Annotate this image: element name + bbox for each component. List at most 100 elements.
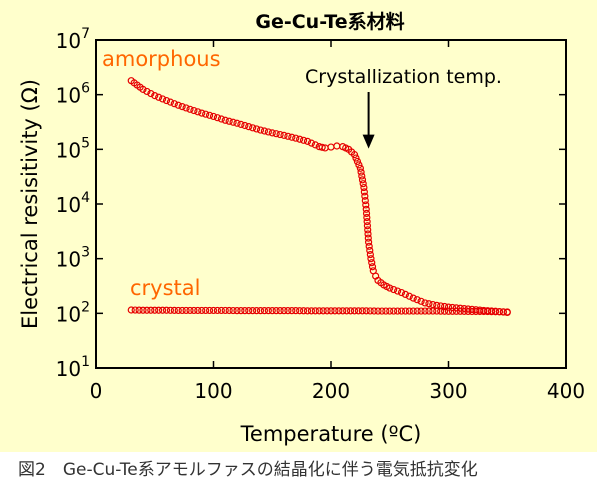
data-point <box>437 302 445 310</box>
data-point <box>174 101 182 109</box>
data-point <box>198 109 206 117</box>
data-point <box>182 104 190 112</box>
data-point <box>487 308 496 316</box>
data-point <box>158 306 167 314</box>
data-point <box>268 307 276 315</box>
data-point <box>357 168 365 176</box>
data-point <box>323 307 331 315</box>
x-tick-label-100: 100 <box>194 379 232 403</box>
data-point <box>170 100 178 108</box>
data-point <box>374 307 382 315</box>
x-tick-label-0: 0 <box>90 379 103 403</box>
data-point <box>186 105 194 113</box>
data-point <box>358 176 367 184</box>
y-tick-label-1e7: 107 <box>56 26 90 53</box>
x-tick-label-200: 200 <box>312 379 350 403</box>
resistivity-chart: Ge-Cu-Te系材料 0 100 200 300 400 101 102 103 104 10… <box>18 10 585 446</box>
data-point <box>343 307 351 315</box>
data-point <box>346 307 355 315</box>
data-point <box>315 307 323 315</box>
data-point <box>256 307 265 315</box>
data-point <box>352 154 360 162</box>
data-point <box>143 87 151 96</box>
data-point <box>127 306 135 314</box>
data-point <box>437 307 445 315</box>
data-point <box>425 307 433 315</box>
data-point <box>393 287 402 295</box>
data-point <box>264 128 272 136</box>
data-point <box>272 130 280 138</box>
data-point <box>421 307 429 315</box>
data-point <box>252 307 261 315</box>
data-point <box>468 307 476 316</box>
y-axis-label: Electrical resisitivity (Ω) <box>18 79 42 329</box>
data-point <box>355 161 363 169</box>
annotation-arrow <box>362 92 375 149</box>
data-point <box>331 307 339 315</box>
chart-title: Ge-Cu-Te系材料 <box>255 10 404 33</box>
data-point <box>233 119 241 127</box>
data-point <box>311 141 319 149</box>
data-point <box>360 188 368 196</box>
data-point <box>393 307 402 315</box>
data-point <box>362 209 371 218</box>
data-point <box>170 306 178 314</box>
annotation-arrow-head <box>362 134 375 149</box>
data-point <box>151 92 159 100</box>
data-point <box>162 96 171 105</box>
data-point <box>365 238 373 246</box>
data-point <box>480 307 488 316</box>
data-point <box>272 307 280 315</box>
data-point <box>368 263 377 271</box>
y-tick-label-1e6: 106 <box>56 81 90 108</box>
data-point <box>249 124 257 132</box>
series-amorphous <box>127 77 511 317</box>
x-axis-label: Temperature (ºC) <box>240 422 422 446</box>
data-point <box>221 116 229 124</box>
data-point <box>367 255 375 263</box>
data-point <box>198 306 206 315</box>
data-point <box>147 306 155 314</box>
y-tick-label-1e1: 101 <box>56 354 90 381</box>
data-point <box>409 294 417 302</box>
data-point <box>237 120 245 128</box>
data-point <box>139 85 147 93</box>
data-point <box>318 143 326 151</box>
data-point <box>221 306 229 315</box>
data-point <box>162 306 171 314</box>
data-point <box>225 306 233 315</box>
data-point <box>363 213 371 222</box>
data-point <box>288 307 296 315</box>
data-point <box>370 307 378 315</box>
data-point <box>217 306 225 315</box>
data-point <box>362 201 370 209</box>
data-point <box>296 135 304 143</box>
data-point <box>444 307 453 315</box>
data-point <box>362 205 370 213</box>
data-point <box>249 307 257 315</box>
data-point <box>386 284 394 292</box>
data-point <box>350 151 359 159</box>
data-point <box>194 108 202 116</box>
data-point <box>264 307 272 315</box>
data-point <box>417 297 425 305</box>
data-point <box>303 307 312 315</box>
data-point <box>292 307 300 315</box>
data-point <box>143 306 151 314</box>
data-point <box>299 136 308 144</box>
y-tick-label-1e3: 103 <box>56 245 90 272</box>
data-point <box>178 103 186 111</box>
data-point <box>139 306 147 314</box>
data-point <box>356 164 364 172</box>
data-point <box>364 230 372 238</box>
data-point <box>409 307 417 315</box>
data-point <box>365 242 373 250</box>
data-point <box>386 307 394 315</box>
data-point <box>448 307 457 315</box>
data-point <box>319 307 327 315</box>
data-point <box>358 172 366 180</box>
data-point <box>327 307 335 315</box>
data-point <box>276 130 284 139</box>
data-point <box>307 307 316 315</box>
